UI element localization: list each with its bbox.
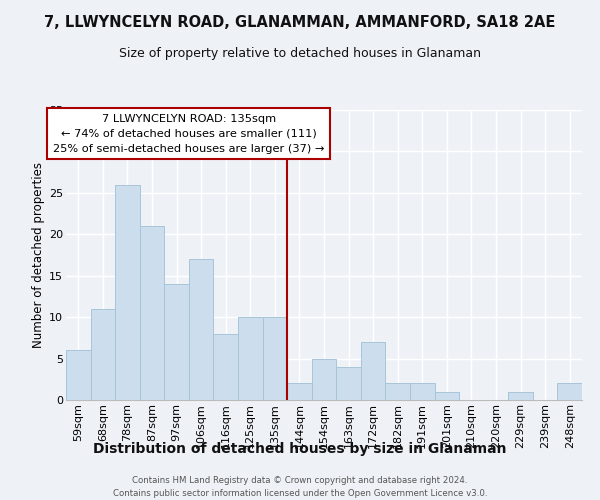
Bar (410, 384, 434, 400)
Bar (508, 392, 533, 400)
Bar (164, 284, 189, 400)
Text: Size of property relative to detached houses in Glanaman: Size of property relative to detached ho… (119, 48, 481, 60)
Bar (434, 392, 459, 400)
Bar (66, 350, 91, 400)
Bar (312, 358, 336, 400)
Bar (287, 384, 312, 400)
Bar (140, 226, 164, 400)
Bar (91, 309, 115, 400)
Bar (557, 384, 582, 400)
Bar (214, 334, 238, 400)
Bar (263, 317, 287, 400)
Bar (189, 259, 214, 400)
Text: 7, LLWYNCELYN ROAD, GLANAMMAN, AMMANFORD, SA18 2AE: 7, LLWYNCELYN ROAD, GLANAMMAN, AMMANFORD… (44, 15, 556, 30)
Text: Contains public sector information licensed under the Open Government Licence v3: Contains public sector information licen… (113, 489, 487, 498)
Bar (115, 184, 140, 400)
Text: Distribution of detached houses by size in Glanaman: Distribution of detached houses by size … (93, 442, 507, 456)
Text: 7 LLWYNCELYN ROAD: 135sqm
← 74% of detached houses are smaller (111)
25% of semi: 7 LLWYNCELYN ROAD: 135sqm ← 74% of detac… (53, 114, 325, 154)
Bar (361, 342, 385, 400)
Bar (385, 384, 410, 400)
Y-axis label: Number of detached properties: Number of detached properties (32, 162, 45, 348)
Bar (238, 317, 263, 400)
Bar (336, 367, 361, 400)
Text: Contains HM Land Registry data © Crown copyright and database right 2024.: Contains HM Land Registry data © Crown c… (132, 476, 468, 485)
